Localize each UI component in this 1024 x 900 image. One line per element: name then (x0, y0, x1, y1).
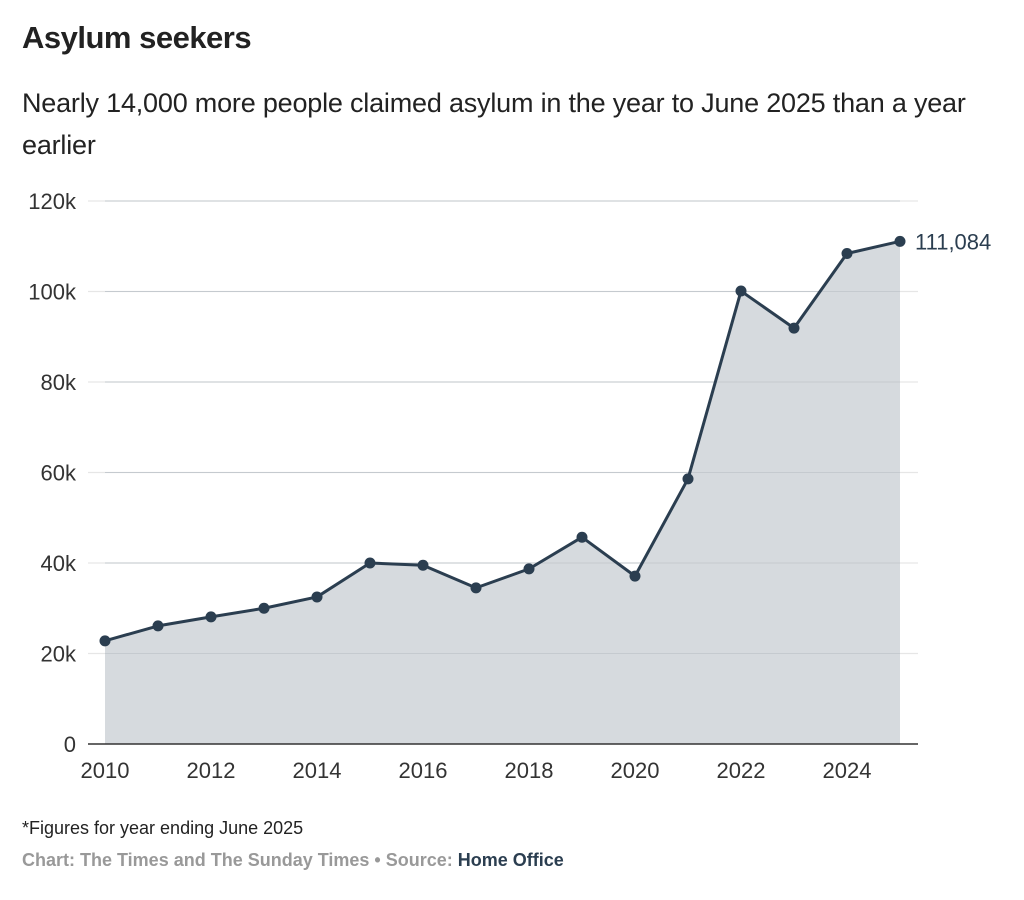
y-tick-label: 60k (41, 461, 77, 486)
x-tick-label: 2020 (611, 758, 660, 783)
x-axis-ticks: 2010 2012 2014 2016 2018 2020 2022 2024 (81, 758, 872, 783)
data-point-2016 (417, 559, 429, 571)
data-point-2024 (841, 247, 853, 259)
data-point-2022 (735, 285, 747, 297)
y-tick-label: 20k (41, 642, 77, 667)
data-point-2011 (152, 620, 164, 632)
chart-title: Asylum seekers (22, 20, 252, 55)
x-tick-label: 2016 (399, 758, 448, 783)
source-label: Source: (385, 850, 458, 870)
annotations: 111,084 (915, 229, 991, 254)
data-point-2018 (523, 563, 535, 575)
x-tick-label: 2010 (81, 758, 130, 783)
y-tick-label: 80k (41, 370, 77, 395)
data-point-2013 (258, 602, 270, 614)
y-axis-ticks: 0 20k 40k 60k 80k 100k 120k (28, 189, 77, 757)
data-point-2010 (99, 635, 111, 647)
x-tick-label: 2014 (293, 758, 342, 783)
data-point-2023 (788, 322, 800, 334)
data-point-2017 (470, 582, 482, 594)
x-tick-label: 2018 (505, 758, 554, 783)
credit-prefix: Chart: The Times and The Sunday Times (22, 850, 370, 870)
end-value-label: 111,084 (915, 229, 991, 254)
credit-line: Chart: The Times and The Sunday Times • … (22, 850, 564, 871)
area-fill (105, 241, 900, 744)
data-point-2025 (894, 235, 906, 247)
data-point-2012 (205, 611, 217, 623)
data-point-2020 (629, 570, 641, 582)
y-tick-label: 120k (28, 189, 77, 214)
x-tick-label: 2012 (187, 758, 236, 783)
line-series-group (99, 235, 906, 647)
y-tick-label: 40k (41, 551, 77, 576)
chart-subtitle: Nearly 14,000 more people claimed asylum… (22, 88, 966, 160)
data-point-2021 (682, 473, 694, 485)
series-line (104, 239, 901, 643)
area-fill-group (105, 200, 900, 744)
source-link[interactable]: Home Office (457, 850, 564, 870)
x-tick-label: 2022 (717, 758, 766, 783)
data-point-2015 (364, 557, 376, 569)
y-tick-label: 100k (28, 280, 77, 305)
y-tick-label: 0 (64, 732, 76, 757)
data-point-2014 (311, 591, 323, 603)
credit-separator: • (369, 850, 386, 870)
footnote: *Figures for year ending June 2025 (22, 818, 304, 838)
x-tick-label: 2024 (823, 758, 872, 783)
data-point-2019 (576, 531, 588, 543)
